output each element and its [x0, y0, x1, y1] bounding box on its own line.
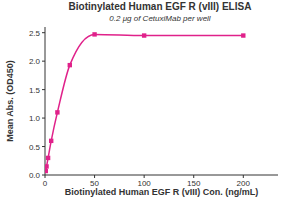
y-tick — [42, 61, 45, 62]
point — [92, 32, 96, 36]
point — [142, 33, 146, 37]
y-axis-label: Mean Abs. (OD450) — [5, 60, 15, 142]
y-tick — [42, 89, 45, 90]
x-tick — [144, 175, 145, 178]
y-tick — [42, 146, 45, 147]
y-tick-label: 1.0 — [29, 114, 41, 123]
curve — [46, 34, 244, 171]
y-tick-label: 0.0 — [29, 171, 41, 180]
point — [46, 156, 50, 160]
point — [45, 164, 49, 168]
point — [55, 110, 59, 114]
y-tick-label: 0.5 — [29, 143, 41, 152]
x-axis-label: Biotinylated Human EGF R (vIII) Con. (ng… — [65, 187, 259, 197]
x-tick — [243, 175, 244, 178]
y-tick-label: 2.0 — [29, 57, 41, 66]
y-tick-label: 1.5 — [29, 86, 41, 95]
y-tick — [42, 32, 45, 33]
title: Biotinylated Human EGF R (vIII) ELISA — [69, 1, 252, 12]
point — [45, 169, 48, 173]
y-axis — [45, 27, 46, 175]
plot-area — [45, 32, 245, 173]
point — [68, 63, 72, 67]
x-tick — [94, 175, 95, 178]
x-tick — [193, 175, 194, 178]
y-tick — [42, 175, 45, 176]
point — [49, 139, 53, 143]
point — [241, 33, 245, 37]
y-tick — [42, 118, 45, 119]
x-tick-label: 0 — [43, 179, 48, 188]
subtitle: 0.2 μg of CetuxiMab per well — [109, 14, 211, 23]
y-tick-label: 2.5 — [29, 29, 41, 38]
chart: Biotinylated Human EGF R (vIII) ELISA 0.2… — [0, 0, 300, 200]
